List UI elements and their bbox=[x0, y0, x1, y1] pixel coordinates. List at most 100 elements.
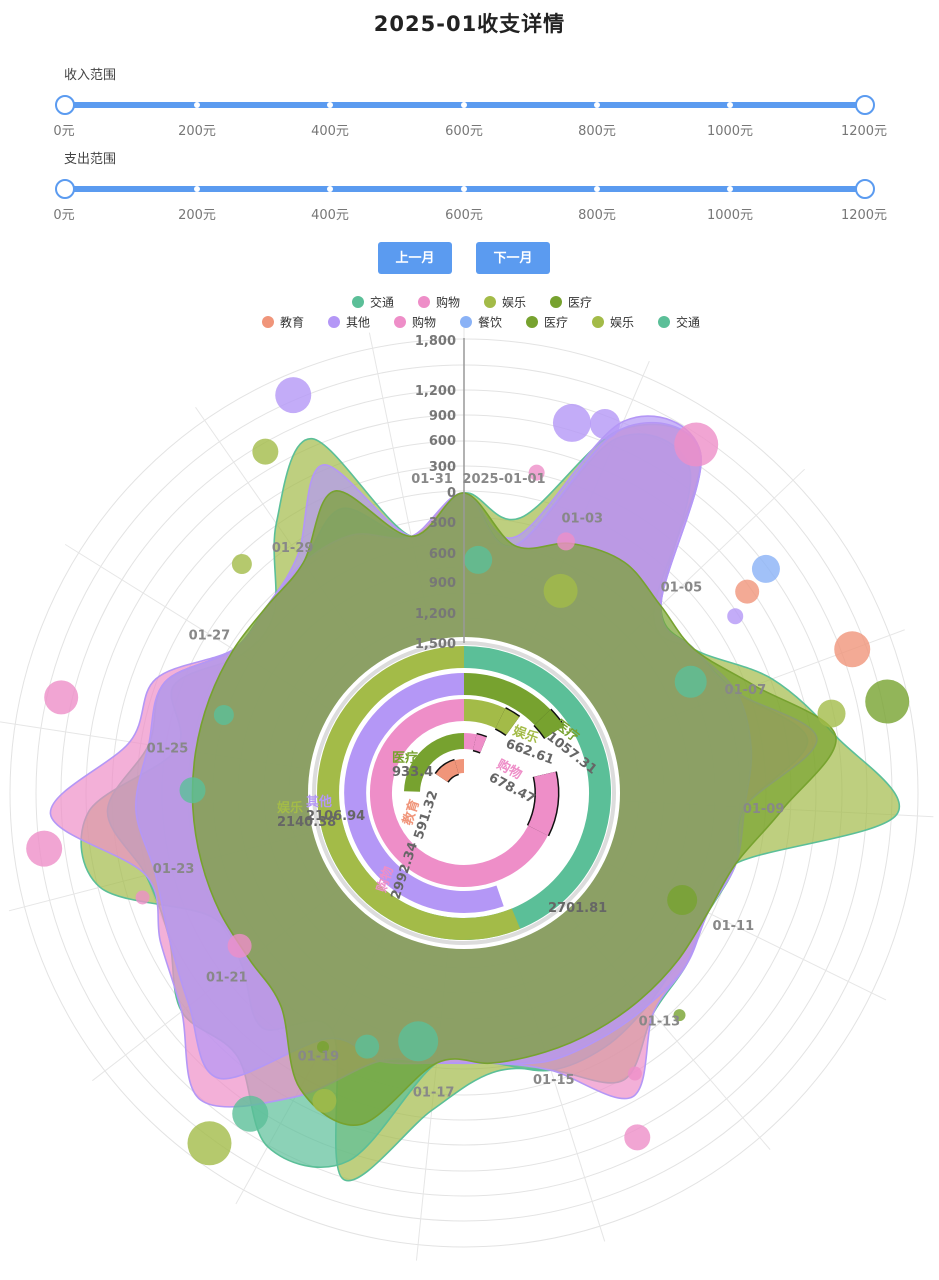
radial-tick-outer: 1,200 bbox=[415, 384, 456, 399]
radial-tick-inner: 300 bbox=[429, 516, 456, 531]
prev-month-button[interactable]: 上一月 bbox=[378, 242, 452, 274]
bubble-医疗[interactable] bbox=[317, 1040, 330, 1053]
page-title: 2025-01收支详情 bbox=[373, 12, 566, 36]
bubble-购物[interactable] bbox=[556, 532, 575, 551]
bubble-交通[interactable] bbox=[232, 1095, 269, 1132]
legend-marker-医疗[interactable] bbox=[550, 296, 562, 308]
legend-label-医疗[interactable]: 医疗 bbox=[544, 316, 568, 330]
legend-marker-购物[interactable] bbox=[394, 316, 406, 328]
bubble-医疗[interactable] bbox=[865, 679, 910, 724]
bubble-教育[interactable] bbox=[735, 579, 760, 604]
legend-label-餐饮[interactable]: 餐饮 bbox=[478, 315, 502, 330]
bubble-交通[interactable] bbox=[464, 545, 493, 574]
legend-label-购物[interactable]: 购物 bbox=[412, 315, 436, 330]
expense-high-handle[interactable] bbox=[855, 179, 875, 199]
income-tick: 400元 bbox=[311, 124, 349, 139]
bubble-交通[interactable] bbox=[355, 1034, 380, 1059]
bar-ring-医疗[interactable] bbox=[404, 733, 465, 793]
ring-name-购物: 购物 bbox=[374, 865, 397, 895]
expense-tick: 200元 bbox=[178, 208, 216, 223]
ring-name-教育: 教育 bbox=[399, 798, 423, 829]
bubble-教育[interactable] bbox=[834, 631, 871, 668]
angle-label: 01-13 bbox=[639, 1015, 681, 1030]
bubble-购物[interactable] bbox=[227, 933, 252, 958]
bubble-娱乐[interactable] bbox=[252, 438, 279, 465]
expense-tick: 1200元 bbox=[840, 208, 888, 223]
legend-label-交通[interactable]: 交通 bbox=[370, 295, 394, 310]
bubble-其他[interactable] bbox=[727, 608, 744, 625]
next-month-button[interactable]: 下一月 bbox=[476, 242, 550, 274]
bubble-购物[interactable] bbox=[44, 680, 79, 715]
bubble-医疗[interactable] bbox=[667, 885, 698, 916]
bubble-医疗[interactable] bbox=[673, 1009, 686, 1022]
bar-ring-其他[interactable] bbox=[344, 673, 504, 913]
angle-label: 2025-01-01 bbox=[462, 472, 545, 487]
radial-tick-inner: 1,500 bbox=[415, 637, 456, 652]
legend-label-娱乐[interactable]: 娱乐 bbox=[610, 316, 634, 330]
bubble-娱乐[interactable] bbox=[312, 1088, 337, 1113]
bar-ring-small-highlight-fill bbox=[534, 709, 564, 739]
legend-marker-购物[interactable] bbox=[418, 296, 430, 308]
bubble-娱乐[interactable] bbox=[543, 573, 578, 608]
expense-tick: 0元 bbox=[53, 208, 75, 223]
angle-label: 01-15 bbox=[533, 1073, 575, 1088]
bubble-娱乐[interactable] bbox=[817, 699, 846, 728]
ring-name-医疗: 医疗 bbox=[392, 750, 418, 766]
legend-label-医疗[interactable]: 医疗 bbox=[568, 296, 592, 310]
expense-tick: 1000元 bbox=[706, 208, 754, 223]
legend-label-教育[interactable]: 教育 bbox=[280, 315, 304, 330]
bubble-其他[interactable] bbox=[552, 403, 591, 442]
legend-label-交通[interactable]: 交通 bbox=[676, 315, 700, 330]
angle-label: 01-03 bbox=[562, 511, 604, 526]
legend-label-其他[interactable]: 其他 bbox=[346, 316, 370, 330]
income-high-handle[interactable] bbox=[855, 95, 875, 115]
ring-value-娱乐: 2140.38 bbox=[277, 815, 336, 830]
bubble-购物[interactable] bbox=[674, 422, 719, 467]
bubble-购物[interactable] bbox=[26, 830, 63, 867]
bubble-购物[interactable] bbox=[528, 464, 545, 481]
legend-marker-交通[interactable] bbox=[658, 316, 670, 328]
bubble-购物[interactable] bbox=[135, 890, 150, 905]
bubble-娱乐[interactable] bbox=[231, 554, 252, 575]
income-tick: 1000元 bbox=[706, 124, 754, 139]
angle-label: 01-05 bbox=[661, 580, 703, 595]
angle-label: 01-29 bbox=[272, 541, 314, 556]
income-slider-track[interactable] bbox=[55, 95, 875, 115]
bubble-交通[interactable] bbox=[674, 665, 707, 698]
ring-name-其他: 其他 bbox=[306, 794, 332, 810]
legend-marker-其他[interactable] bbox=[328, 316, 340, 328]
expense-slider-track[interactable] bbox=[55, 179, 875, 199]
bar-ring-购物[interactable] bbox=[370, 699, 558, 887]
bubble-其他[interactable] bbox=[589, 408, 620, 439]
bubble-购物[interactable] bbox=[627, 1066, 642, 1081]
legend-label-购物[interactable]: 购物 bbox=[436, 295, 460, 310]
income-tick: 600元 bbox=[445, 124, 483, 139]
expense-low-handle[interactable] bbox=[55, 179, 75, 199]
angle-label: 01-27 bbox=[189, 628, 231, 643]
bar-ring-娱乐[interactable] bbox=[317, 646, 521, 940]
legend-marker-教育[interactable] bbox=[262, 316, 274, 328]
bubble-购物[interactable] bbox=[624, 1124, 651, 1151]
radial-tick-outer: 300 bbox=[429, 460, 456, 475]
angle-label: 01-07 bbox=[725, 683, 767, 698]
bubble-交通[interactable] bbox=[179, 777, 206, 804]
angle-label: 01-31 bbox=[411, 472, 453, 487]
legend-marker-交通[interactable] bbox=[352, 296, 364, 308]
radial-tick-outer: 0 bbox=[447, 486, 456, 501]
legend-marker-娱乐[interactable] bbox=[592, 316, 604, 328]
income-low-handle[interactable] bbox=[55, 95, 75, 115]
legend-marker-餐饮[interactable] bbox=[460, 316, 472, 328]
legend-marker-娱乐[interactable] bbox=[484, 296, 496, 308]
bubble-交通[interactable] bbox=[398, 1021, 439, 1062]
bubble-其他[interactable] bbox=[275, 377, 312, 414]
ring-value-医疗: 933.4 bbox=[392, 765, 433, 780]
bubble-娱乐[interactable] bbox=[187, 1121, 232, 1166]
legend-label-娱乐[interactable]: 娱乐 bbox=[502, 296, 526, 310]
bubble-餐饮[interactable] bbox=[751, 554, 780, 583]
bubble-交通[interactable] bbox=[213, 704, 234, 725]
ring-name-娱乐: 娱乐 bbox=[277, 800, 303, 816]
angle-label: 01-23 bbox=[153, 862, 195, 877]
ring-value-其他: 2106.94 bbox=[306, 809, 365, 824]
legend-marker-医疗[interactable] bbox=[526, 316, 538, 328]
radial-tick-outer: 900 bbox=[429, 409, 456, 424]
